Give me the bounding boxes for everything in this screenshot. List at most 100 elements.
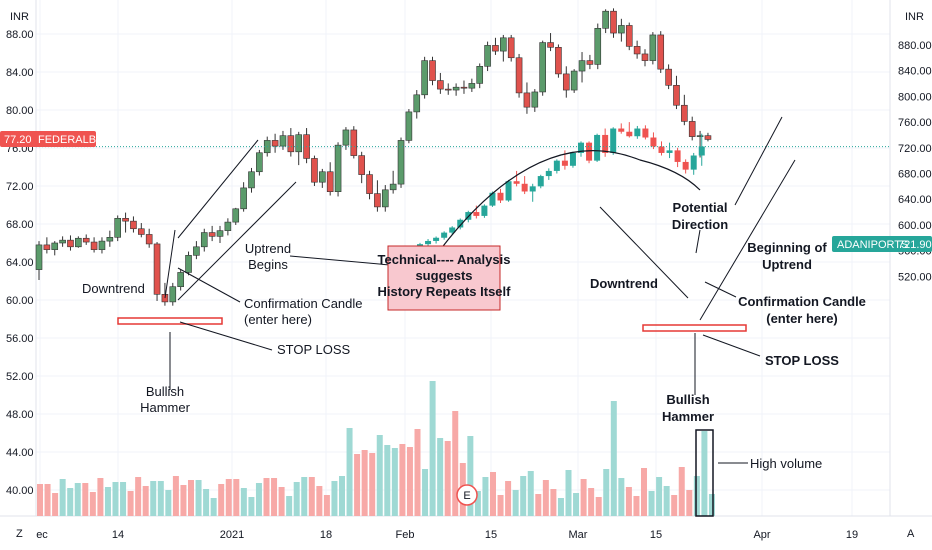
fed-candle-body[interactable] [200, 232, 208, 248]
fed-candle-body[interactable] [578, 60, 586, 72]
adani-candle-body[interactable] [569, 152, 576, 166]
adani-candle-body[interactable] [594, 134, 601, 161]
fed-candle-body[interactable] [295, 134, 303, 153]
fed-candle-body[interactable] [460, 86, 468, 89]
fed-candle-body[interactable] [240, 187, 247, 210]
fed-candle-body[interactable] [381, 189, 389, 208]
adani-candle-body[interactable] [433, 237, 440, 241]
fed-candle-body[interactable] [657, 34, 665, 70]
fed-candle-body[interactable] [82, 237, 90, 243]
fed-candle-body[interactable] [224, 221, 232, 231]
adani-candle-body[interactable] [674, 150, 681, 162]
adani-candle-body[interactable] [513, 181, 520, 184]
adani-candle-body[interactable] [682, 161, 689, 170]
fed-candle-body[interactable] [161, 293, 169, 303]
adani-candle-body[interactable] [561, 160, 568, 166]
fed-candle-body[interactable] [437, 80, 444, 90]
fed-candle-body[interactable] [484, 45, 491, 67]
fed-candle-body[interactable] [106, 237, 114, 242]
fed-candle-body[interactable] [444, 88, 452, 91]
fed-candle-body[interactable] [114, 218, 121, 238]
fed-candle-body[interactable] [688, 121, 696, 137]
adani-candle-body[interactable] [449, 227, 456, 233]
fed-candle-body[interactable] [287, 135, 295, 153]
adani-candle-body[interactable] [602, 134, 609, 153]
fed-candle-body[interactable] [75, 237, 82, 248]
adani-candle-body[interactable] [586, 142, 593, 161]
fed-candle-body[interactable] [594, 27, 602, 65]
fed-candle-body[interactable] [547, 42, 554, 48]
fed-candle-body[interactable] [67, 239, 74, 248]
fed-candle-body[interactable] [43, 244, 51, 250]
fed-candle-body[interactable] [421, 60, 428, 96]
fed-candle-body[interactable] [122, 218, 129, 222]
fed-candle-body[interactable] [492, 45, 499, 52]
adani-candle-body[interactable] [658, 146, 665, 153]
fed-candle-body[interactable] [138, 228, 145, 235]
fed-candle-body[interactable] [633, 46, 641, 55]
fed-candle-body[interactable] [625, 25, 633, 47]
fed-candle-body[interactable] [342, 129, 350, 146]
adani-candle-body[interactable] [537, 176, 544, 187]
fed-candle-body[interactable] [366, 174, 373, 194]
fed-candle-body[interactable] [374, 193, 381, 208]
adani-candle-body[interactable] [481, 205, 488, 216]
adani-candle-body[interactable] [497, 192, 504, 201]
event-marker[interactable] [456, 484, 478, 506]
fed-candle-body[interactable] [216, 230, 224, 237]
adani-candle-body[interactable] [489, 192, 496, 206]
fed-candle-body[interactable] [153, 243, 161, 295]
fed-candle-body[interactable] [193, 246, 200, 256]
adani-candle-body[interactable] [690, 155, 697, 170]
fed-candle-body[interactable] [389, 183, 397, 191]
fed-candle-body[interactable] [279, 135, 287, 147]
adani-candle-body[interactable] [618, 128, 625, 132]
fed-candle-body[interactable] [232, 208, 240, 223]
fed-candle-body[interactable] [98, 240, 106, 250]
fed-candle-body[interactable] [130, 220, 137, 230]
fed-candle-body[interactable] [452, 86, 460, 91]
fed-candle-body[interactable] [649, 34, 657, 61]
fed-candle-body[interactable] [350, 129, 358, 156]
fed-candle-body[interactable] [476, 66, 484, 84]
adani-candle-body[interactable] [578, 142, 584, 153]
fed-candle-body[interactable] [586, 60, 594, 65]
fed-candle-body[interactable] [256, 152, 263, 173]
fed-candle-body[interactable] [397, 140, 405, 185]
fed-candle-body[interactable] [208, 232, 216, 237]
fed-candle-body[interactable] [51, 242, 59, 250]
fed-candle-body[interactable] [319, 171, 326, 183]
fed-candle-body[interactable] [358, 155, 365, 175]
adani-price-tag[interactable] [832, 236, 932, 252]
fed-candle-body[interactable] [405, 111, 413, 141]
fed-candle-body[interactable] [177, 272, 184, 288]
adani-candle-body[interactable] [666, 150, 673, 153]
fed-candle-body[interactable] [326, 171, 334, 193]
fed-candle-body[interactable] [59, 239, 66, 244]
adani-candle-body[interactable] [505, 181, 512, 201]
fed-candle-body[interactable] [145, 234, 153, 245]
fed-candle-body[interactable] [665, 68, 672, 86]
fed-candle-body[interactable] [562, 73, 570, 91]
adani-candle-body[interactable] [642, 128, 649, 138]
adani-candle-body[interactable] [529, 186, 536, 192]
fed-candle-body[interactable] [90, 241, 98, 250]
fed-candle-body[interactable] [539, 42, 546, 93]
fed-candle-body[interactable] [618, 25, 625, 34]
adani-candle-body[interactable] [521, 183, 528, 192]
fed-candle-body[interactable] [169, 286, 177, 303]
adani-candle-body[interactable] [545, 170, 552, 177]
fed-candle-body[interactable] [500, 37, 507, 52]
fed-candle-body[interactable] [185, 255, 192, 273]
fed-candle-body[interactable] [602, 10, 609, 29]
adani-candle-body[interactable] [698, 146, 705, 156]
fed-candle-body[interactable] [334, 144, 342, 192]
fed-candle-body[interactable] [704, 135, 712, 140]
adani-candle-body[interactable] [626, 131, 633, 137]
adani-candle-body[interactable] [473, 212, 480, 216]
adani-candle-body[interactable] [634, 128, 641, 137]
fed-candle-body[interactable] [696, 135, 704, 137]
fed-candle-body[interactable] [248, 171, 255, 189]
adani-candle-body[interactable] [610, 128, 617, 153]
